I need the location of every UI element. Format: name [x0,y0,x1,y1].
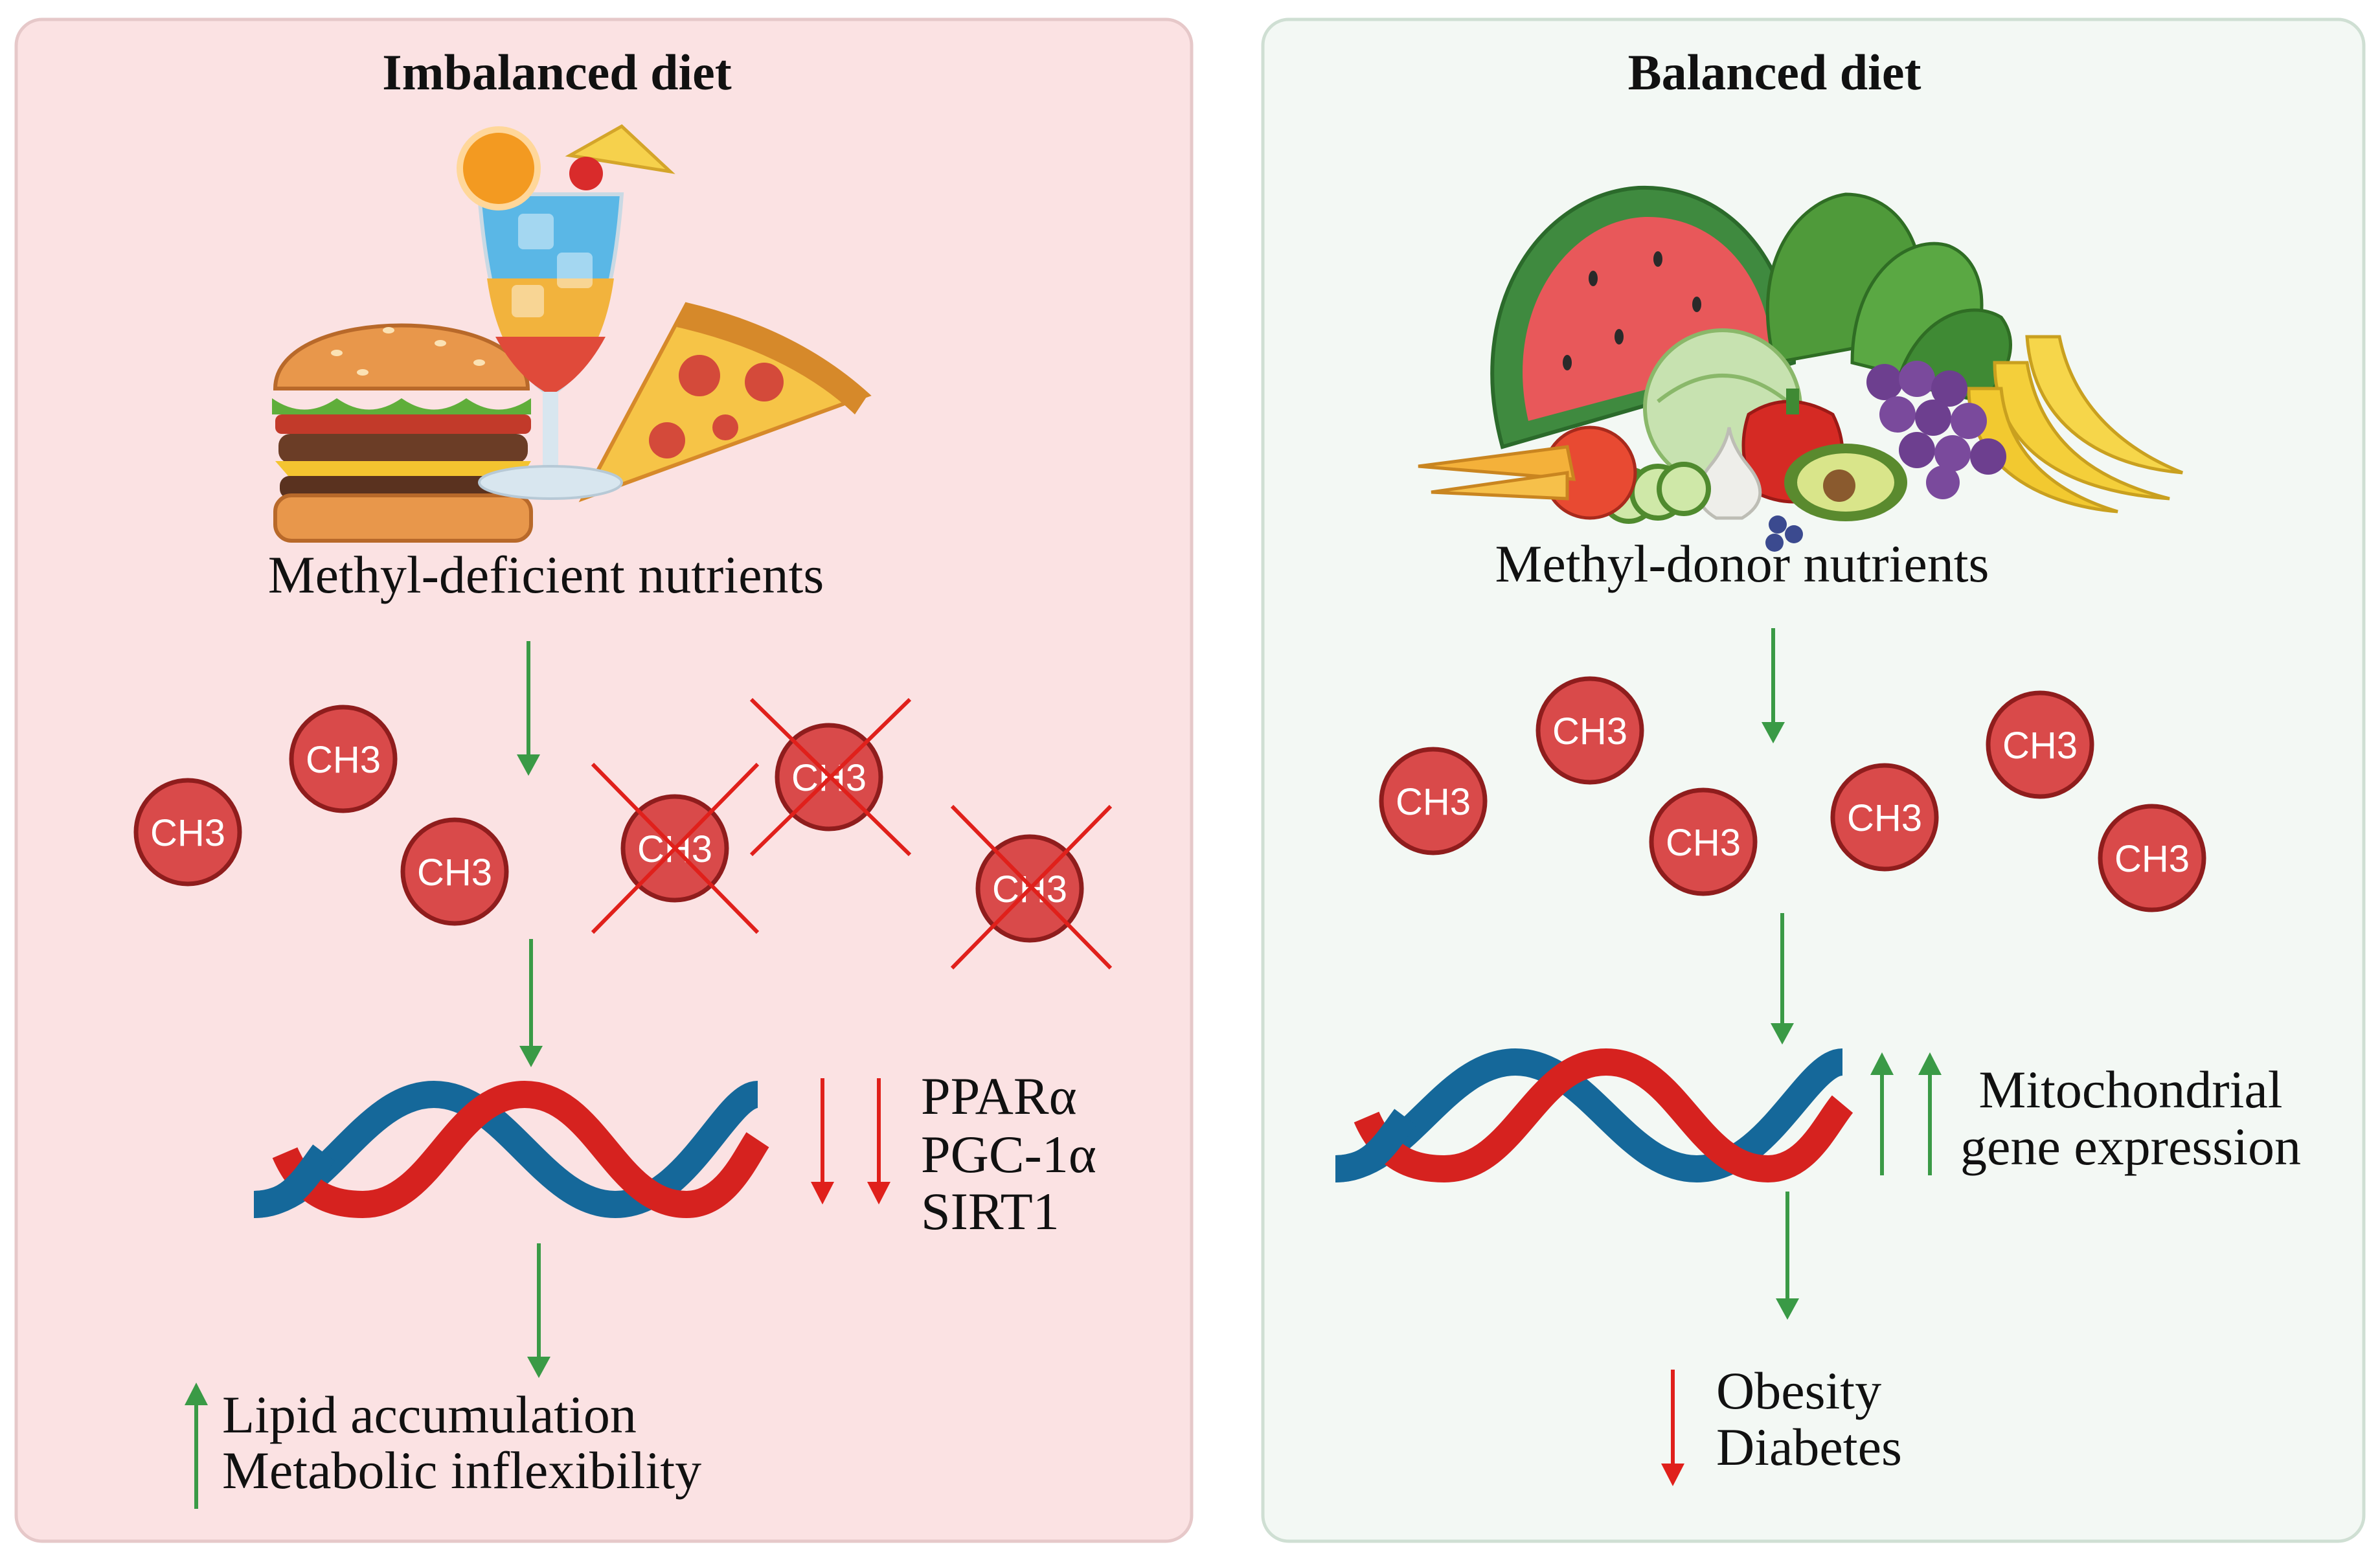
svg-text:CH3: CH3 [306,739,381,781]
left-panel: Imbalanced diet [14,17,1194,1543]
pizza-slice-icon [578,302,872,503]
gene-label: PGC-1α [921,1125,1096,1184]
svg-text:CH3: CH3 [1666,822,1741,864]
svg-text:CH3: CH3 [417,852,492,894]
svg-text:CH3: CH3 [2114,838,2190,880]
gene-up-arrow [1918,1052,1942,1175]
ch3-molecule: CH3 [289,705,398,813]
ch3-molecule-crossed: CH3 [950,804,1113,970]
right-flow-arrow-2 [1771,913,1794,1045]
ch3-molecule: CH3 [1649,787,1758,896]
gene-up-arrow [1870,1052,1894,1175]
carrot-icon [1418,445,1576,501]
ch3-molecule-crossed: CH3 [591,762,760,934]
ch3-molecule: CH3 [1830,763,1939,872]
right-flow-arrow-3 [1776,1192,1799,1320]
gene-down-arrow [867,1078,890,1204]
ch3-molecule: CH3 [133,778,242,887]
gene-expression-label: gene expression [1960,1117,2301,1176]
healthy-food-illustration [1418,185,2183,552]
svg-text:CH3: CH3 [2002,725,2078,767]
junk-food-illustration [272,124,872,543]
outcome-down-arrow [1661,1370,1684,1486]
ch3-molecule-crossed: CH3 [749,697,912,857]
outcome-up-arrow [185,1383,208,1509]
left-flow-arrow-3 [527,1243,550,1378]
gene-label: PPARα [921,1067,1077,1125]
left-dna-helix-icon [253,1080,769,1219]
right-panel: Balanced diet [1261,17,2366,1543]
mitochondrial-label: Mitochondrial [1978,1060,2282,1119]
grapes-icon [1866,361,2006,499]
gene-label: SIRT1 [921,1182,1060,1241]
right-ch3-group: CH3 CH3 CH3 CH3 CH3 CH3 [1379,676,2206,912]
svg-text:CH3: CH3 [1552,710,1627,752]
ch3-molecule: CH3 [1536,676,1644,785]
svg-text:CH3: CH3 [150,812,225,854]
svg-text:CH3: CH3 [1847,797,1922,839]
right-dna-helix-icon [1334,1048,1853,1183]
avocado-icon [1784,444,1907,521]
ch3-molecule: CH3 [1986,690,2094,799]
gene-down-arrow [811,1078,834,1204]
right-flow-arrow-1 [1762,628,1785,743]
burger-icon [272,323,533,543]
outcome-label: Metabolic inflexibility [222,1441,701,1500]
ch3-molecule: CH3 [2098,804,2206,912]
left-flow-arrow-1 [517,641,540,776]
svg-text:CH3: CH3 [1396,781,1471,823]
methyl-deficient-label: Methyl-deficient nutrients [268,545,824,604]
ch3-molecule: CH3 [1379,747,1488,855]
left-flow-arrow-2 [519,939,543,1067]
outcome-label: Lipid accumulation [222,1385,637,1444]
right-panel-title: Balanced diet [1628,44,1921,100]
ch3-molecule: CH3 [400,817,509,926]
outcome-label: Obesity [1716,1361,1881,1420]
bananas-icon [1967,335,2183,514]
left-panel-title: Imbalanced diet [382,44,732,100]
blueberries-icon [1765,515,1803,552]
outcome-label: Diabetes [1716,1418,1902,1476]
methyl-donor-label: Methyl-donor nutrients [1495,534,1989,593]
left-ch3-group: CH3 CH3 CH3 CH3 CH3 [133,697,1113,970]
cocktail-icon [457,124,675,500]
